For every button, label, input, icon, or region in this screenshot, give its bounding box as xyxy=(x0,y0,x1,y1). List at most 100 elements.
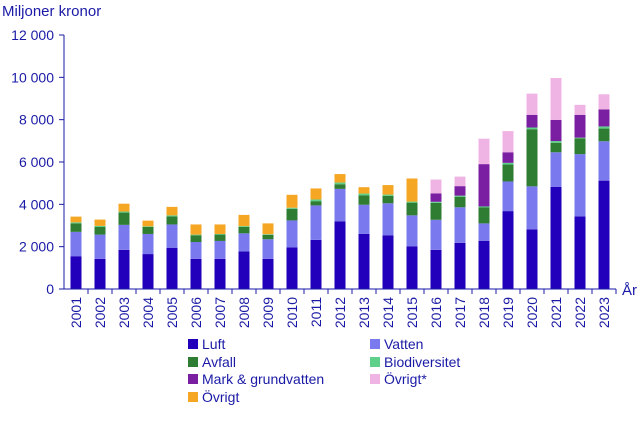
bar-segment xyxy=(94,219,106,226)
bar-segment xyxy=(502,152,514,163)
x-tick-label: 2023 xyxy=(596,297,612,328)
bar-segment xyxy=(598,128,610,142)
bar-segment xyxy=(190,224,202,235)
x-tick-label: 2001 xyxy=(68,297,84,328)
y-tick-label: 6 000 xyxy=(19,154,54,170)
y-tick-label: 4 000 xyxy=(19,196,54,212)
x-axis: 2001 2002 2003 2004 2005 2006 2007 2008 2009 2010… xyxy=(64,288,617,328)
bar-segment xyxy=(358,195,370,205)
bar-segment xyxy=(574,216,586,289)
bar-segment xyxy=(526,93,538,115)
x-tick-label: 2022 xyxy=(572,297,588,328)
bar-segment xyxy=(70,256,82,289)
bar-segment xyxy=(454,196,466,208)
bar-segment xyxy=(310,239,322,289)
bar-segment xyxy=(286,247,298,289)
bar-segment xyxy=(478,138,490,165)
bar-segment xyxy=(430,202,442,220)
x-tick-label: 2003 xyxy=(116,297,132,328)
bar-segment xyxy=(214,224,226,234)
bar-segment xyxy=(262,223,274,235)
bar-segment xyxy=(142,226,154,234)
bar-segment xyxy=(382,185,394,195)
x-tick-label: 2010 xyxy=(284,297,300,328)
y-tick-label: 8 000 xyxy=(19,112,54,128)
bar-segment xyxy=(406,246,418,289)
x-tick-label: 2007 xyxy=(212,297,228,328)
bar-segment xyxy=(94,226,106,235)
bar-segment xyxy=(118,249,130,289)
bar-segment xyxy=(454,207,466,243)
x-tick-label: 2006 xyxy=(188,297,204,328)
bar-segment xyxy=(406,215,418,247)
x-tick-label: 2017 xyxy=(452,297,468,328)
bar-segment xyxy=(142,233,154,255)
y-tick-label: 2 000 xyxy=(19,239,54,255)
bar-segment xyxy=(214,258,226,289)
bar-segment xyxy=(310,201,322,206)
bar-segment xyxy=(238,226,250,227)
x-tick-label: 2015 xyxy=(404,297,420,328)
bar-segment xyxy=(118,211,130,213)
bar-segment xyxy=(550,186,562,289)
bar-segment xyxy=(166,215,178,217)
x-tick-label: 2009 xyxy=(260,297,276,328)
legend-label: Övrigt xyxy=(202,388,239,405)
bar-segment xyxy=(430,193,442,202)
bar-segment xyxy=(526,127,538,130)
x-tick-label: 2020 xyxy=(524,297,540,328)
bar-segment xyxy=(550,142,562,153)
bar-segment xyxy=(286,194,298,208)
x-tick-label: 2016 xyxy=(428,297,444,328)
bar-segment xyxy=(430,219,442,250)
legend-swatch xyxy=(370,339,380,349)
bar-segment xyxy=(454,186,466,196)
bar-segment xyxy=(286,207,298,209)
bar-segment xyxy=(310,205,322,240)
bar-segment xyxy=(550,141,562,143)
bar-segment xyxy=(478,240,490,289)
bar-segment xyxy=(550,152,562,187)
bar-segment xyxy=(166,216,178,225)
bar-segment xyxy=(238,251,250,289)
bar-segment xyxy=(142,254,154,289)
bar-segment xyxy=(214,234,226,241)
bar-segment xyxy=(550,77,562,120)
x-tick-label: 2008 xyxy=(236,297,252,328)
bar-segment xyxy=(502,211,514,289)
bar-segment xyxy=(118,212,130,225)
x-tick-label: 2011 xyxy=(308,297,324,327)
bar-segment xyxy=(166,206,178,216)
bar-segment xyxy=(502,162,514,165)
x-tick-label: 2004 xyxy=(140,297,156,328)
legend-label: Avfall xyxy=(202,354,236,370)
bar-segment xyxy=(598,126,610,129)
bar-segment xyxy=(262,234,274,240)
bar-segment xyxy=(142,226,154,227)
legend-label: Luft xyxy=(202,336,225,352)
bar-segment xyxy=(574,154,586,217)
x-axis-label: År xyxy=(622,282,637,299)
y-tick-label: 12 000 xyxy=(11,27,54,43)
bar-segment xyxy=(478,223,490,241)
bar-segment xyxy=(286,220,298,248)
legend-label: Mark & grundvatten xyxy=(202,371,324,387)
bar-segment xyxy=(118,224,130,250)
x-tick-label: 2014 xyxy=(380,297,396,328)
bar-segment xyxy=(238,214,250,227)
bar-segment xyxy=(238,233,250,252)
bar-segment xyxy=(382,203,394,236)
bar-segment xyxy=(358,193,370,196)
bar-segment xyxy=(502,181,514,212)
bar-segment xyxy=(190,235,202,243)
y-tick-label: 10 000 xyxy=(11,69,54,85)
bar-segment xyxy=(574,114,586,138)
bar-segment xyxy=(382,195,394,204)
bar-segment xyxy=(334,184,346,189)
bar-segment xyxy=(262,239,274,259)
bar-segment xyxy=(550,119,562,142)
legend: Luft Vatten Avfall Biodiversitet Mark & grun… xyxy=(188,336,460,405)
bar-segment xyxy=(358,187,370,194)
